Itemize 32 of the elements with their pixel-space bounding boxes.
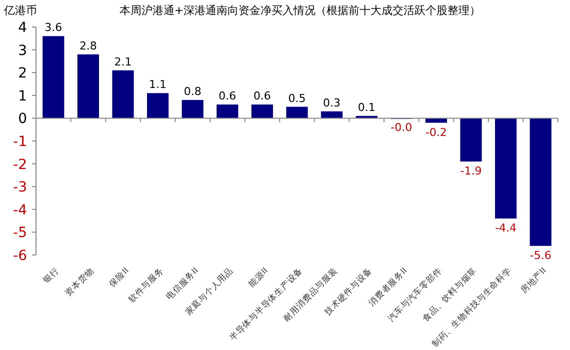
y-tick-label: 4 — [18, 20, 28, 36]
y-tick-label: 2 — [18, 66, 27, 82]
data-label: -0.2 — [425, 126, 447, 139]
data-label: -5.6 — [530, 248, 552, 262]
data-label: 0.6 — [253, 90, 271, 103]
data-label: 0.3 — [323, 96, 341, 110]
y-tick-label: -2 — [13, 156, 27, 173]
y-tick-label: 1 — [18, 88, 27, 104]
data-label: -0.0 — [390, 121, 412, 134]
chart-title: 本周沪港通+深港通南向资金净买入情况（根据前十大成交活跃个股整理） — [119, 4, 481, 17]
y-tick-label: 0 — [18, 111, 27, 128]
y-tick-label: -1 — [13, 134, 27, 150]
data-label: 0.5 — [288, 92, 306, 105]
x-tick-label: 房地产II — [518, 265, 549, 296]
y-tick-label: -3 — [13, 180, 27, 196]
data-label: 2.8 — [79, 39, 97, 52]
data-label: 0.1 — [358, 100, 376, 114]
data-label: -4.4 — [495, 222, 517, 235]
x-tick-label: 能源II — [246, 265, 270, 290]
x-tick-label: 银行 — [40, 265, 62, 287]
data-label: 1.1 — [149, 78, 167, 92]
data-label: -1.9 — [460, 164, 482, 178]
y-tick-label: 3 — [18, 42, 27, 59]
y-tick-label: -5 — [13, 225, 27, 242]
data-label: 0.8 — [184, 84, 202, 98]
y-tick-label: -4 — [13, 202, 28, 218]
x-tick-label: 资本货物 — [63, 265, 96, 299]
data-label: 3.6 — [44, 21, 62, 34]
y-axis-title: 亿港币 — [3, 4, 37, 17]
y-tick-label: -6 — [13, 248, 28, 264]
data-label: 2.1 — [114, 55, 132, 68]
data-label: 0.6 — [218, 90, 236, 103]
